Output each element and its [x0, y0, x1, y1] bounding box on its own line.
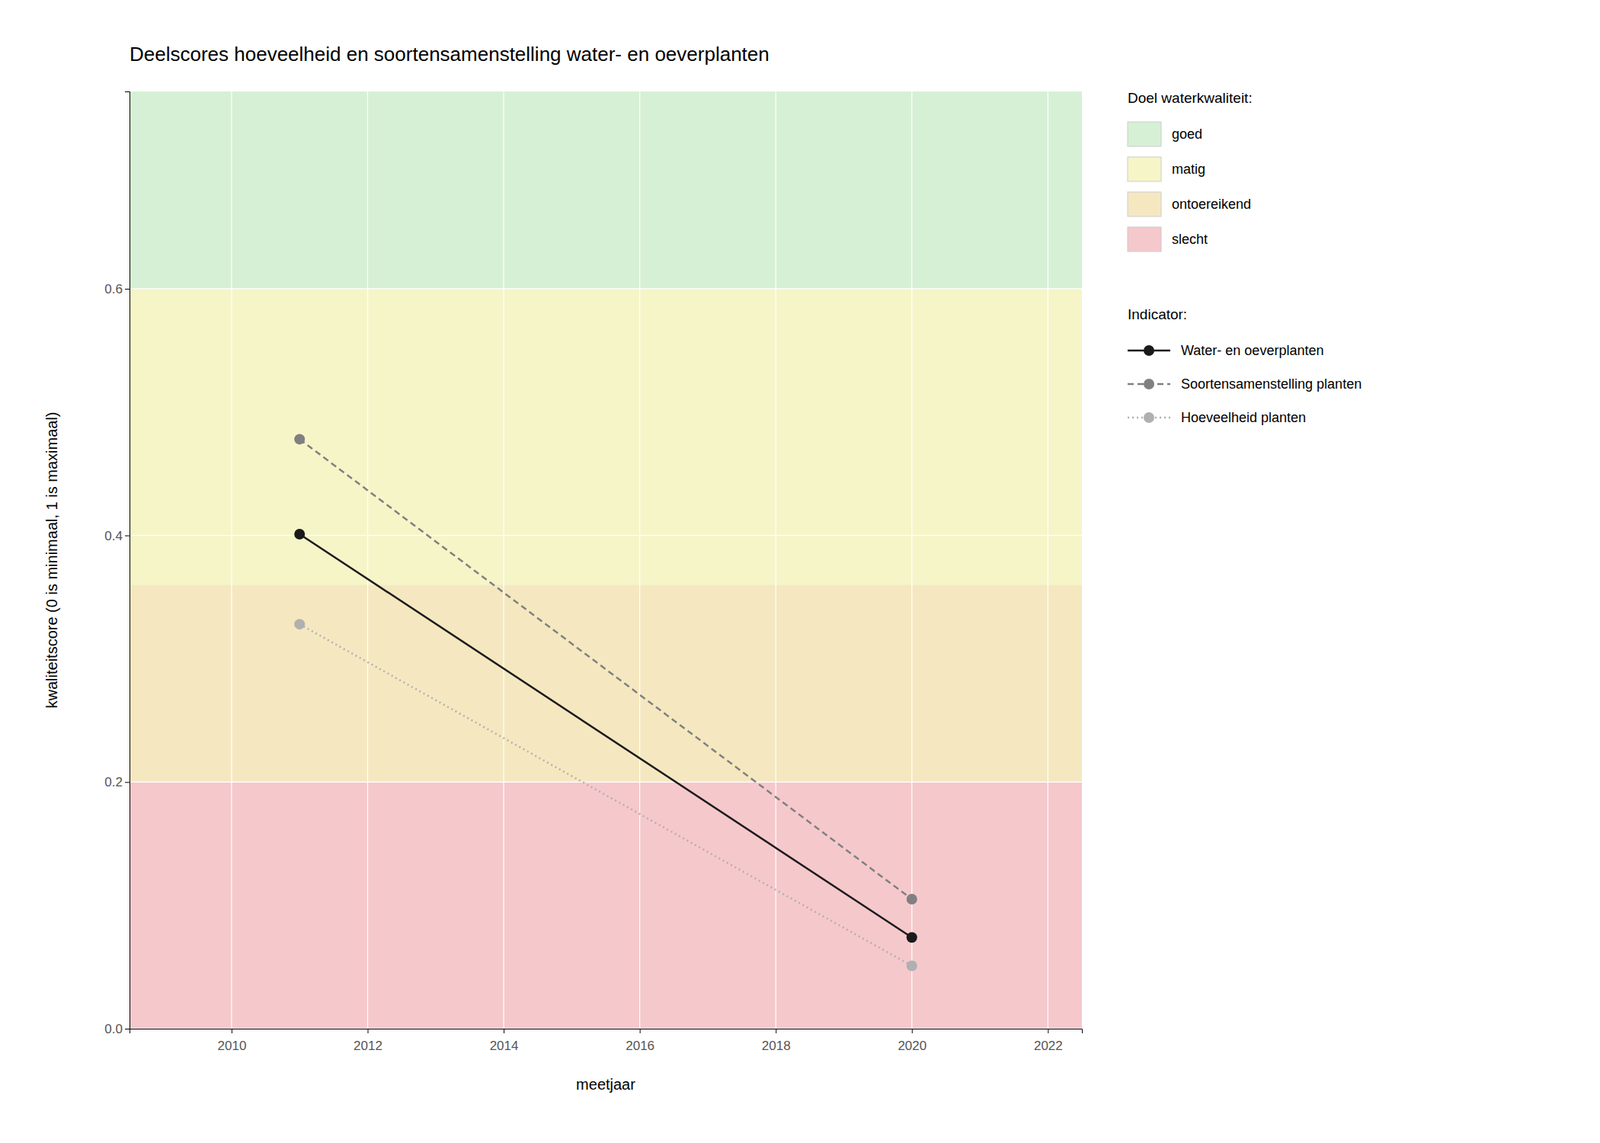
point — [906, 931, 918, 943]
tick-label: 0.0 — [104, 1021, 123, 1037]
tick-label: 0.2 — [104, 774, 123, 790]
grid-line — [129, 288, 1082, 289]
tick-mark — [1047, 1028, 1049, 1034]
grid-line — [1047, 91, 1049, 1029]
grid-line — [502, 91, 504, 1029]
grid — [129, 91, 1082, 1029]
tick-label: 2016 — [625, 1038, 655, 1053]
point — [906, 893, 918, 905]
legend-marker — [1143, 412, 1155, 423]
tick-mark — [503, 1028, 505, 1034]
tick-label: 2022 — [1033, 1038, 1063, 1053]
y-tick: 0.2 — [104, 774, 130, 790]
zone — [129, 584, 1082, 782]
legend-item: Soortensamenstelling planten — [1127, 376, 1362, 392]
legend-label: ontoereikend — [1171, 196, 1252, 212]
legend-swatch — [1127, 156, 1162, 182]
tick-label: 0.4 — [104, 528, 123, 544]
series — [294, 528, 918, 943]
grid-line — [911, 91, 912, 1029]
grid-line — [230, 91, 232, 1029]
point — [294, 433, 305, 445]
tick-mark — [124, 1028, 130, 1030]
legend-swatch — [1127, 121, 1162, 147]
series — [294, 618, 918, 971]
zone — [129, 91, 1082, 289]
grid-line — [775, 91, 777, 1029]
tick-mark — [124, 781, 130, 783]
x-tick: 2016 — [625, 1028, 655, 1053]
x-tick: 2018 — [761, 1028, 791, 1053]
tick-mark — [124, 288, 130, 290]
grid-line — [129, 781, 1082, 783]
legend-swatch — [1127, 192, 1162, 217]
x-axis-title: meetjaar — [576, 1075, 636, 1093]
line — [299, 534, 912, 938]
tick-mark — [640, 1028, 641, 1034]
tick-mark — [912, 1028, 913, 1034]
axis-line — [130, 1029, 1083, 1034]
x-tick: 2022 — [1033, 1028, 1063, 1053]
y-axis: 0.0 0.2 0.4 0.6 — [104, 92, 130, 1037]
tick-mark — [775, 1028, 777, 1034]
legend-title: Indicator: — [1127, 306, 1188, 323]
point — [294, 528, 305, 540]
grid-line — [129, 534, 1082, 536]
legend-item: matig — [1127, 156, 1206, 182]
legend-item: goed — [1127, 121, 1203, 147]
plot-area — [129, 91, 1082, 1029]
grid-line — [129, 1027, 1082, 1029]
tick-label: 2020 — [897, 1038, 927, 1053]
y-tick: 0.4 — [104, 528, 130, 544]
line — [299, 438, 912, 900]
tick-mark — [231, 1028, 233, 1034]
legend-item: Water- en oeverplanten — [1127, 342, 1324, 359]
point — [294, 618, 305, 630]
axis-line — [124, 92, 131, 1030]
tick-label: 2010 — [217, 1038, 247, 1053]
legend-item: Hoeveelheid planten — [1127, 409, 1306, 426]
legend-label: goed — [1171, 126, 1203, 142]
x-tick: 2020 — [897, 1028, 927, 1053]
legend-item: slecht — [1127, 227, 1208, 252]
series — [294, 433, 918, 905]
zone — [129, 288, 1082, 585]
legend-item: ontoereikend — [1127, 192, 1252, 217]
y-tick: 0.6 — [104, 281, 130, 297]
legend-label: matig — [1171, 161, 1206, 177]
tick-mark — [368, 1028, 369, 1034]
legend-swatch — [1127, 227, 1162, 252]
line — [299, 624, 912, 966]
tick-mark — [124, 535, 130, 537]
y-axis-title: kwaliteitscore (0 is minimaal, 1 is maxi… — [43, 412, 61, 709]
tick-label: 2014 — [489, 1038, 519, 1053]
tick-label: 2018 — [761, 1038, 791, 1053]
tick-label: 0.6 — [104, 281, 123, 297]
legend-label: Soortensamenstelling planten — [1180, 376, 1362, 392]
x-axis: 2010 2012 2014 2016 2018 2020 2022 — [130, 1028, 1083, 1053]
title: Deelscores hoeveelheid en soortensamenst… — [129, 42, 770, 66]
legend-marker — [1143, 345, 1155, 356]
point — [906, 960, 918, 971]
legend: Doel waterkwaliteit: goed matig ontoereiken… — [1127, 89, 1362, 426]
tick-label: 2012 — [353, 1038, 383, 1053]
grid-line — [639, 91, 640, 1029]
x-tick: 2014 — [489, 1028, 519, 1053]
legend-label: Water- en oeverplanten — [1180, 342, 1324, 359]
zone — [129, 781, 1082, 1029]
chart: 2010 2012 2014 2016 2018 2020 2022 0.0 0.2 0.4 0.6… — [0, 0, 1600, 1143]
x-tick: 2012 — [353, 1028, 383, 1053]
plot: 2010 2012 2014 2016 2018 2020 2022 0.0 0.2 0.4 0.6… — [43, 0, 1083, 1093]
legend-label: Hoeveelheid planten — [1180, 409, 1306, 426]
grid-line — [367, 91, 368, 1029]
legend-title: Doel waterkwaliteit: — [1127, 89, 1253, 106]
legend-marker — [1143, 378, 1155, 390]
legend-label: slecht — [1171, 231, 1208, 247]
x-tick: 2010 — [217, 1028, 247, 1053]
y-tick: 0.0 — [104, 1021, 130, 1037]
